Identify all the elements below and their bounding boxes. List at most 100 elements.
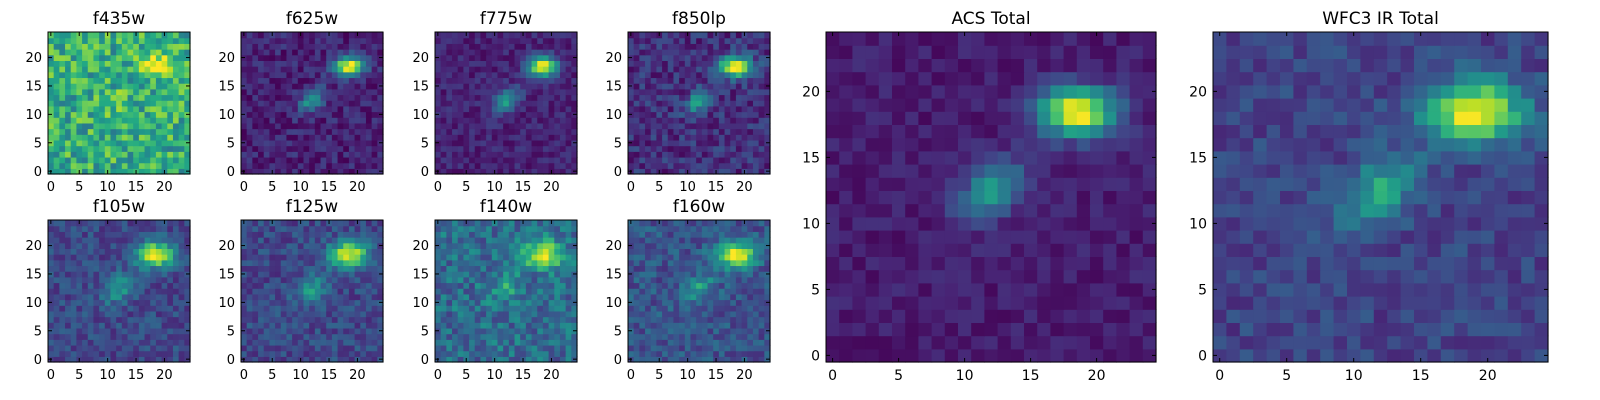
heatmap-cell <box>320 282 327 289</box>
heatmap-cell <box>150 156 157 164</box>
heatmap-cell <box>565 220 572 227</box>
heatmap-cell <box>76 350 83 357</box>
heatmap-cell <box>337 111 344 118</box>
heatmap-cell <box>559 242 567 249</box>
heatmap-cell <box>645 60 652 67</box>
heatmap-cell <box>269 271 276 278</box>
heatmap-cell <box>275 100 282 107</box>
axes-frame <box>240 31 384 175</box>
heatmap-cell <box>508 151 516 158</box>
heatmap-cell <box>53 350 60 357</box>
heatmap-cell <box>645 145 652 152</box>
heatmap-cell <box>730 128 737 135</box>
heatmap-cell <box>446 77 453 84</box>
heatmap-cell <box>633 49 640 56</box>
heatmap-cell <box>548 339 555 346</box>
heatmap-cell <box>65 225 72 232</box>
heatmap-cell <box>127 231 134 238</box>
heatmap-cell <box>360 117 367 124</box>
heatmap-cell <box>713 339 720 346</box>
heatmap-cell <box>764 32 771 39</box>
heatmap-cell <box>514 265 521 272</box>
heatmap-cell <box>348 151 356 158</box>
heatmap-cell <box>371 88 378 96</box>
heatmap-cell <box>639 37 646 44</box>
heatmap-cell <box>525 259 533 267</box>
heatmap-cell <box>662 128 669 135</box>
heatmap-cell <box>645 77 652 84</box>
heatmap-cell <box>747 134 754 141</box>
heatmap-cell <box>280 66 288 73</box>
heatmap-cell <box>116 248 123 255</box>
heatmap-cell <box>110 316 117 323</box>
heatmap-cell <box>684 83 692 90</box>
heatmap-cell <box>167 117 174 124</box>
heatmap-cell <box>650 77 657 84</box>
heatmap-cell <box>741 66 748 73</box>
heatmap-cell <box>514 32 521 39</box>
heatmap-cell <box>76 271 83 278</box>
heatmap-cell <box>542 237 550 244</box>
heatmap-cell <box>707 162 714 169</box>
heatmap-cell <box>269 327 276 335</box>
heatmap-cell <box>565 299 572 306</box>
heatmap-cell <box>326 94 333 101</box>
heatmap-cell <box>707 151 714 158</box>
heatmap-cell <box>263 37 270 44</box>
heatmap-cell <box>554 134 561 141</box>
heatmap-cell <box>645 356 652 363</box>
heatmap-cell <box>303 128 310 135</box>
heatmap-cell <box>514 327 521 335</box>
heatmap-cell <box>104 128 112 135</box>
heatmap-cell <box>360 83 367 90</box>
heatmap-cell <box>59 100 66 107</box>
heatmap-cell <box>463 293 470 301</box>
heatmap-cell <box>280 305 288 312</box>
heatmap-cell <box>161 43 168 50</box>
heatmap-cell <box>155 71 163 79</box>
heatmap-cell <box>758 322 765 329</box>
heatmap-cell <box>138 122 146 130</box>
heatmap-cell <box>172 43 180 50</box>
heatmap-cell <box>457 100 464 107</box>
heatmap-cell <box>537 271 544 278</box>
heatmap-cell <box>741 94 748 101</box>
heatmap-cell <box>354 310 361 318</box>
heatmap-cell <box>314 37 322 44</box>
heatmap-cell <box>480 168 487 175</box>
heatmap-cell <box>116 134 123 141</box>
heatmap-cell <box>752 37 760 44</box>
heatmap-cell <box>365 305 373 312</box>
heatmap-cell <box>360 322 367 329</box>
heatmap-cell <box>184 43 191 50</box>
heatmap-cell <box>286 265 293 272</box>
heatmap-cell <box>133 105 140 113</box>
heatmap-cell <box>155 117 163 124</box>
heatmap-cell <box>241 100 248 107</box>
heatmap-cell <box>314 316 322 323</box>
heatmap-cell <box>537 333 544 340</box>
heatmap-cell <box>155 293 163 301</box>
heatmap-cell <box>59 43 66 50</box>
heatmap-cell <box>354 293 361 301</box>
heatmap-cell <box>696 145 703 152</box>
heatmap-cell <box>639 54 646 61</box>
heatmap-cell <box>741 43 748 50</box>
heatmap-cell <box>116 105 123 113</box>
heatmap-cell <box>275 151 282 158</box>
y-tick-label: 15 <box>605 80 622 95</box>
heatmap-cell <box>457 162 464 169</box>
heatmap-cell <box>741 344 748 352</box>
heatmap-cell <box>309 310 316 318</box>
heatmap-cell <box>741 134 748 141</box>
heatmap-cell <box>554 231 561 238</box>
heatmap-cell <box>469 316 476 323</box>
heatmap-cell <box>246 254 253 261</box>
heatmap-cell <box>440 88 447 96</box>
heatmap-cell <box>554 105 561 113</box>
heatmap-cell <box>548 37 555 44</box>
heatmap-cell <box>127 111 134 118</box>
heatmap-cell <box>275 231 282 238</box>
heatmap-cell <box>178 83 185 90</box>
heatmap-cell <box>741 305 748 312</box>
